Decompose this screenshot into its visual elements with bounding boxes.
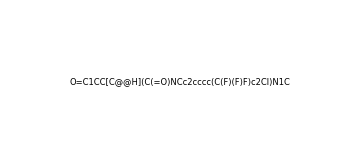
Text: O=C1CC[C@@H](C(=O)NCc2cccc(C(F)(F)F)c2Cl)N1C: O=C1CC[C@@H](C(=O)NCc2cccc(C(F)(F)F)c2Cl…	[70, 77, 291, 86]
